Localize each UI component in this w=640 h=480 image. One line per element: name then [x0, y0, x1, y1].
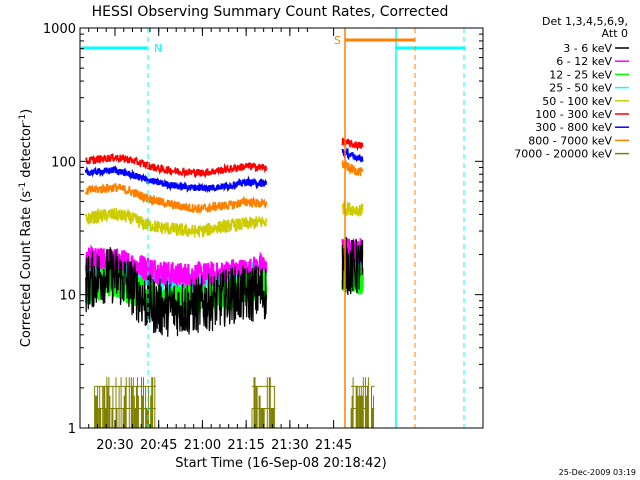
series-6-segment-0 — [84, 165, 268, 194]
legend-label-5: 100 - 300 keV — [535, 108, 612, 121]
legend-label-1: 6 - 12 keV — [556, 55, 612, 68]
x-tick-label-3: 21:15 — [227, 438, 264, 453]
y-tick-label-3: 1000 — [43, 22, 76, 37]
x-tick-label-4: 21:30 — [271, 438, 308, 453]
legend-label-4: 50 - 100 keV — [542, 95, 612, 108]
x-axis-label: Start Time (16-Sep-08 20:18:42) — [175, 456, 386, 471]
y-tick-label-1: 10 — [59, 289, 76, 304]
series-4-segment-0 — [85, 207, 268, 238]
x-tick-label-5: 21:45 — [315, 438, 352, 453]
legend-header-line1: Det 1,3,4,5,6,9, — [542, 15, 628, 28]
legend-label-2: 12 - 25 keV — [549, 68, 612, 81]
legend-label-6: 300 - 800 keV — [535, 121, 612, 134]
x-tick-label-2: 21:00 — [184, 438, 221, 453]
legend-label-0: 3 - 6 keV — [563, 42, 612, 55]
axes: 1 10 100 1000 20:30 20:45 21:00 21:15 21:30 21:45 — [43, 22, 483, 453]
series-5-segment-0 — [85, 153, 268, 179]
y-tick-label-2: 100 — [51, 155, 76, 170]
chart-title: HESSI Observing Summary Count Rates, Cor… — [92, 4, 449, 20]
x-tick-label-0: 20:30 — [96, 438, 133, 453]
legend-label-3: 25 - 50 keV — [549, 82, 612, 95]
y-axis-label: Corrected Count Rate (s-1 detector-1) — [18, 109, 34, 347]
series-7-segment-0 — [85, 183, 268, 215]
x-tick-label-1: 20:45 — [140, 438, 177, 453]
annotation-n: N — [154, 42, 162, 55]
annotation-s: S — [334, 34, 341, 47]
y-tick-label-0: 1 — [68, 422, 76, 437]
series-8-counts — [94, 377, 375, 428]
legend-header-line2: Att 0 — [602, 27, 628, 40]
legend-label-8: 7000 - 20000 keV — [514, 148, 612, 161]
legend-label-7: 800 - 7000 keV — [528, 134, 612, 147]
plot-area: NS — [81, 28, 465, 428]
timestamp: 25-Dec-2009 03:19 — [559, 468, 636, 477]
series-0-segment-0 — [85, 247, 267, 337]
